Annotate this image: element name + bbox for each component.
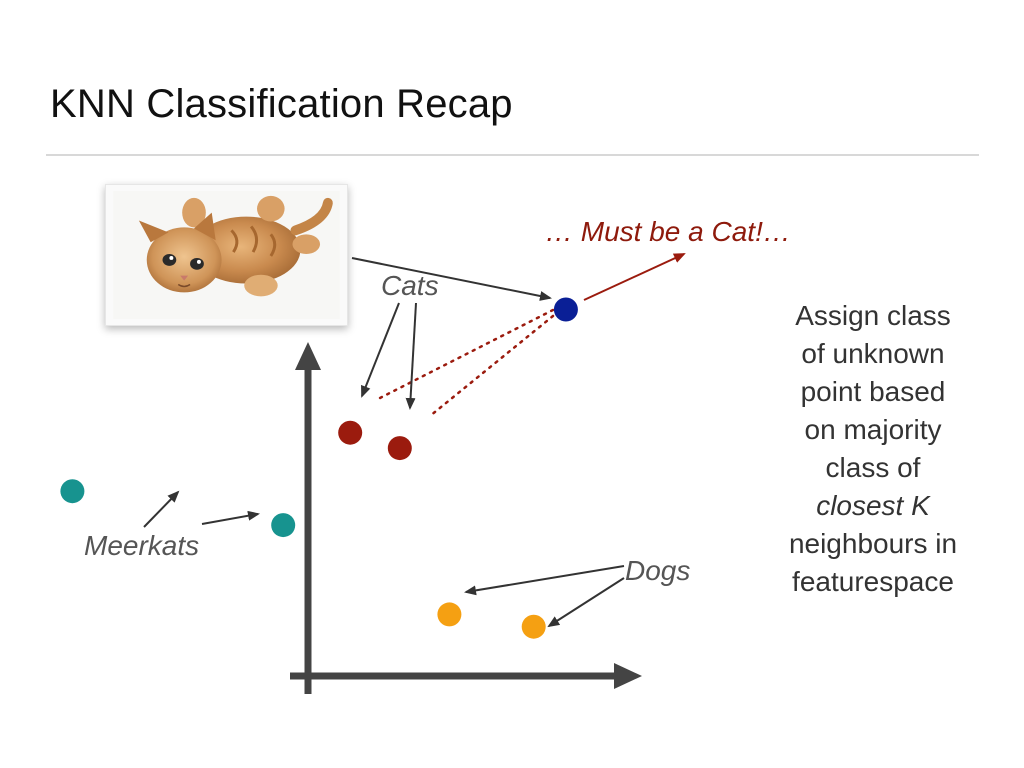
distance-lines [378, 308, 555, 418]
cats-arrow-1 [361, 302, 400, 398]
cat-point [387, 436, 412, 461]
cats-label: Cats [381, 270, 439, 301]
dogs-label: Dogs [625, 555, 691, 586]
dog-point [437, 602, 462, 627]
explanation-line: closest K [760, 487, 986, 525]
unknown-point [553, 297, 578, 322]
distance-line-cat-1 [378, 308, 555, 400]
explanation-text: Assign class of unknown point based on m… [760, 297, 986, 601]
dogs-arrow-1 [464, 565, 625, 596]
kitten-photo [105, 184, 348, 326]
meerkat-point [60, 479, 85, 504]
annotation-arrows [143, 253, 686, 628]
dogs-arrow-2 [547, 577, 625, 628]
axes [290, 342, 642, 694]
explanation-line: of unknown [801, 338, 945, 369]
meerkat-point [271, 513, 296, 538]
photo-to-unknown-arrow [351, 257, 552, 301]
meerkats-arrow-1 [143, 490, 180, 528]
title-divider [46, 154, 979, 156]
explanation-line: Assign class [795, 300, 951, 331]
must-be-cat-arrow [583, 253, 686, 301]
must-be-cat-annotation: … Must be a Cat!… [545, 216, 791, 247]
y-axis-arrowhead [295, 342, 321, 370]
data-points [60, 297, 578, 639]
kitten-illustration [113, 191, 340, 319]
explanation-emphasis: closest K [816, 490, 930, 521]
x-axis-arrowhead [614, 663, 642, 689]
explanation-line: neighbours in [788, 528, 958, 559]
cats-arrow-2 [405, 302, 417, 410]
explanation-line: featurespace [792, 566, 954, 597]
dog-point [521, 614, 546, 639]
meerkats-label: Meerkats [84, 530, 200, 561]
explanation-line: point based [800, 376, 946, 407]
cat-point [338, 420, 363, 445]
explanation-line: on majority [804, 414, 942, 445]
slide-title: KNN Classification Recap [50, 82, 513, 126]
meerkats-arrow-2 [201, 510, 260, 525]
distance-line-cat-2 [428, 314, 555, 418]
explanation-line: class of [825, 452, 921, 483]
